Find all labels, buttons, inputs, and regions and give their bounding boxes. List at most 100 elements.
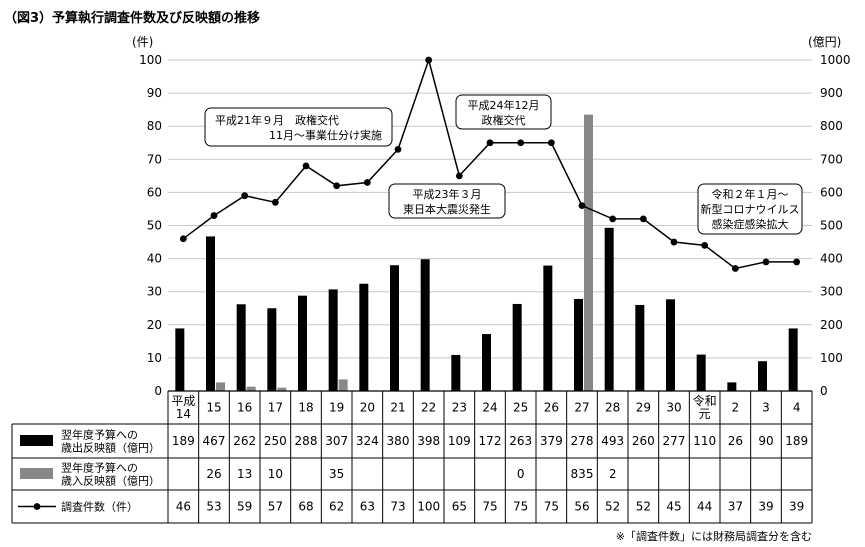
category-label: 22 [421,401,436,415]
table-value: 2 [609,467,617,481]
table-value: 52 [636,500,651,514]
annotation-text: 新型コロナウイルス [701,202,800,216]
revenue-bar [277,387,287,391]
expenditure-bar [543,265,553,391]
table-value: 37 [728,500,743,514]
category-label: 23 [452,401,467,415]
table-value: 35 [329,467,344,481]
table-value: 288 [295,434,318,448]
revenue-bar [338,379,348,391]
table-value: 380 [387,434,410,448]
left-tick-label: 30 [147,285,162,299]
category-label: 平成 [171,394,195,408]
right-tick-label: 400 [820,252,843,266]
category-label: 2 [732,401,740,415]
survey-count-point [762,258,770,266]
survey-count-point [639,215,647,223]
chart-title: （図3）予算執行調査件数及び反映額の推移 [4,10,260,26]
expenditure-bar [788,328,798,391]
expenditure-bar [420,259,430,391]
right-tick-label: 300 [820,285,843,299]
right-tick-label: 200 [820,318,843,332]
expenditure-bar [758,361,767,391]
table-value: 467 [203,434,226,448]
left-axis-unit: (件) [132,35,153,49]
expenditure-bar [512,303,522,391]
legend-label: 翌年度予算への [61,428,138,442]
table-value: 46 [176,500,191,514]
table-value: 324 [356,434,379,448]
revenue-bar [216,382,225,391]
expenditure-bar [727,382,737,391]
table-value: 62 [329,500,344,514]
left-tick-label: 0 [154,384,162,398]
expenditure-bar [390,265,399,391]
table-value: 52 [605,500,620,514]
right-tick-label: 600 [820,185,843,199]
table-value: 10 [268,467,283,481]
survey-count-point [731,265,739,272]
category-label: 16 [237,401,252,415]
left-tick-label: 70 [147,152,162,166]
left-tick-label: 40 [147,252,162,266]
right-tick-label: 700 [820,152,843,166]
table-value: 398 [417,434,440,448]
table-value: 53 [206,500,221,514]
table-value: 0 [517,467,525,481]
right-axis-unit: (億円) [808,35,841,49]
expenditure-bar [267,308,277,391]
survey-count-point [394,145,402,153]
category-label: 令和 [693,393,717,408]
right-tick-label: 0 [820,384,828,398]
expenditure-bar [451,354,461,391]
survey-count-point [241,192,249,200]
left-tick-label: 60 [147,185,162,199]
legend-label: 歳出反映額（億円） [61,441,160,455]
survey-count-point [609,215,617,223]
table-value: 110 [693,434,716,448]
annotation-text: 政権交代 [482,113,526,127]
expenditure-bar [574,298,583,391]
table-value: 26 [206,467,221,481]
left-tick-label: 90 [147,86,162,100]
table-value: 835 [571,467,594,481]
left-tick-label: 50 [147,219,162,233]
table-value: 100 [417,500,440,514]
table-value: 189 [785,434,808,448]
axis-ticks: 0102030405060708090100010020030040050060… [139,53,850,398]
right-tick-label: 500 [820,219,843,233]
bars [175,114,798,392]
legend-marker [33,503,41,510]
category-label: 25 [513,401,528,415]
category-label: 18 [298,401,313,415]
annotation-frame [697,183,803,235]
survey-count-point [547,139,555,147]
table-value: 65 [452,500,467,514]
survey-count-point [271,198,279,206]
category-label: 28 [605,401,620,415]
category-label: 24 [482,401,497,415]
table-value: 73 [390,500,405,514]
category-label: 19 [329,401,344,415]
table-value: 44 [697,500,712,514]
category-label: 14 [176,407,191,421]
table-value: 75 [482,500,497,514]
survey-count-point [670,238,678,246]
survey-count-point [486,139,494,147]
annotation-frame [388,183,506,219]
left-tick-label: 100 [139,53,162,67]
revenue-bar [584,114,593,392]
category-label: 17 [268,401,283,415]
table-value: 250 [264,434,287,448]
table-value: 493 [601,434,624,448]
expenditure-bar [604,227,614,391]
annotation-text: 令和２年１月～ [712,187,789,201]
table-value: 379 [540,434,563,448]
table-value: 26 [728,434,743,448]
